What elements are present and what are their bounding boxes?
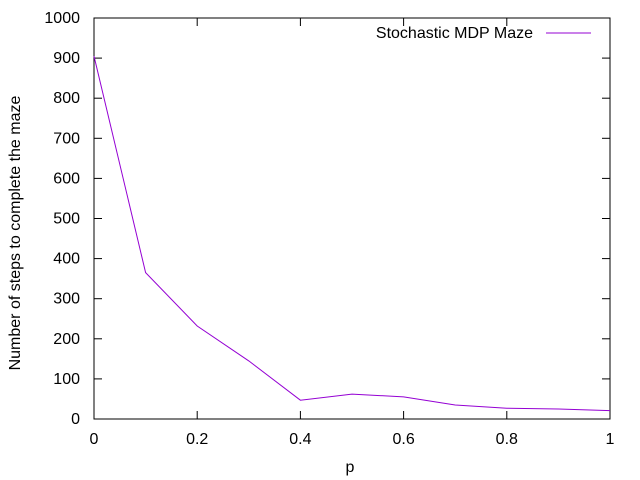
legend-label: Stochastic MDP Maze [376,25,533,42]
y-tick-label: 400 [53,251,80,268]
y-tick-label: 1000 [44,10,80,27]
x-tick-label: 1 [606,431,615,448]
x-tick-label: 0.2 [186,431,208,448]
x-tick-label: 0.6 [392,431,414,448]
series-layer [93,55,611,412]
x-tick-label: 0.8 [496,431,518,448]
legend: Stochastic MDP Maze [376,25,591,42]
y-axis-label: Number of steps to complete the maze [7,96,24,371]
plot-frame [93,17,611,420]
y-axis-ticks: 0 100 200 300 400 500 600 700 800 900 1000 [44,10,610,428]
y-tick-label: 600 [53,170,80,187]
x-axis-label: p [346,459,355,476]
x-axis-ticks: 0 0.2 0.4 0.6 0.8 1 [90,18,615,448]
series-line [93,55,611,412]
plot-border [93,17,611,420]
y-tick-label: 100 [53,371,80,388]
x-tick-label: 0.4 [289,431,311,448]
x-tick-label: 0 [90,431,99,448]
y-tick-label: 0 [71,411,80,428]
y-tick-label: 800 [53,90,80,107]
y-tick-label: 300 [53,291,80,308]
y-tick-label: 500 [53,211,80,228]
y-tick-label: 200 [53,331,80,348]
y-tick-label: 900 [53,50,80,67]
y-tick-label: 700 [53,130,80,147]
